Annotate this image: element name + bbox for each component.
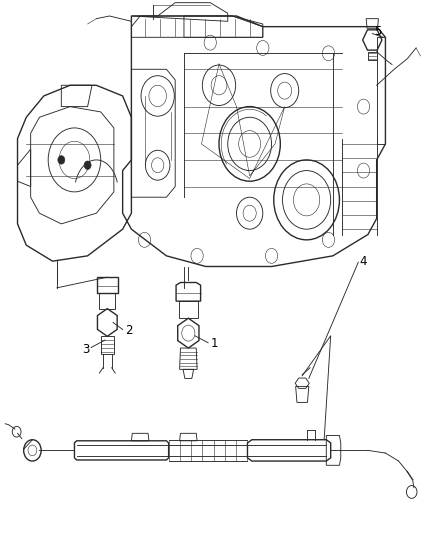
Text: 4: 4 — [360, 255, 367, 268]
Circle shape — [58, 156, 65, 164]
Circle shape — [84, 161, 91, 169]
Text: 5: 5 — [374, 26, 381, 38]
Text: 3: 3 — [82, 343, 89, 356]
Text: 1: 1 — [211, 337, 219, 350]
Text: 2: 2 — [125, 324, 133, 337]
